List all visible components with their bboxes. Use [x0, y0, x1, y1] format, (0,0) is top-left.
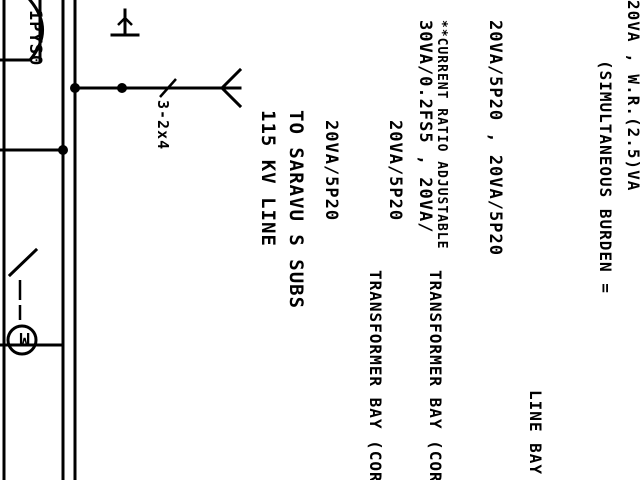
rating-0: 20VA/5P20 , 20VA/5P20 — [485, 20, 505, 256]
ct-device — [0, 0, 44, 62]
rating-block-2: 20VA/5P20 — [385, 120, 405, 221]
ratio-note: 30VA/0.2FS5 , 20VA/ — [415, 20, 435, 233]
rating-1: 20VA/5P20 — [321, 120, 341, 221]
core-label-1: TRANSFORMER BAY (CORE1) — [366, 270, 385, 480]
rating-block-0: 20VA/5P20 , 20VA/5P20 — [485, 20, 505, 256]
ct-slash — [159, 78, 177, 98]
feeder-tag-text: 3-2x4 — [154, 100, 172, 150]
ct-tag-text: 1PYS0 — [25, 10, 45, 66]
motor-icon — [6, 324, 38, 356]
core-label-text-1: TRANSFORMER BAY (CORE1) — [366, 270, 385, 480]
burden-note-text-2: 20VA , W.R.(2.5)VA — [624, 0, 640, 191]
rating-2: 20VA/5P20 — [385, 120, 405, 221]
disconnect-switch — [7, 247, 39, 278]
junction-dot — [58, 145, 68, 155]
junction-dot — [117, 83, 127, 93]
ratio-note-title: **CURRENT RATIO ADJUSTABLE — [434, 20, 449, 250]
ratio-note-text: 30VA/0.2FS5 , 20VA/ — [415, 20, 435, 233]
core-label-text-3: LINE BAY — [526, 390, 545, 475]
burden-note: (SIMULTANEOUS BURDEN = — [596, 60, 615, 294]
core-label-3: LINE BAY — [526, 390, 545, 475]
ground-arrow — [117, 16, 133, 26]
ratio-note-title-text: **CURRENT RATIO ADJUSTABLE — [434, 20, 449, 250]
bus-label-line2: 115 KV LINE — [257, 110, 279, 247]
ground-icon — [110, 8, 140, 37]
bus-label-line1: TO SARAVU S SUBS — [285, 110, 307, 309]
bus-label-2: 115 KV LINE — [257, 110, 279, 247]
feeder-tag: 3-2x4 — [154, 100, 172, 150]
junction-dot — [70, 83, 80, 93]
burden-note-text: (SIMULTANEOUS BURDEN = — [596, 60, 615, 294]
bus-label: TO SARAVU S SUBS — [285, 110, 307, 309]
core-label-2: TRANSFORMER BAY (CORE2-4) — [426, 270, 445, 480]
arrow-icon — [219, 67, 243, 109]
motor-symbol: M — [18, 328, 30, 349]
ct-tag: 1PYS0 — [25, 10, 45, 66]
burden-note-2: 20VA , W.R.(2.5)VA — [624, 0, 640, 191]
core-label-text-2: TRANSFORMER BAY (CORE2-4) — [426, 270, 445, 480]
rating-block-1: 20VA/5P20 — [321, 120, 341, 221]
